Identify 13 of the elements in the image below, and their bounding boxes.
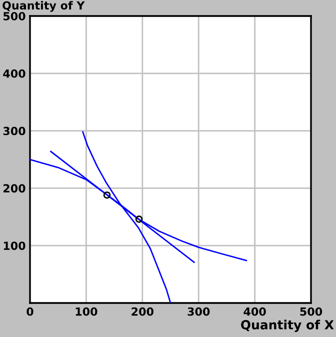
y-tick-label: 100 (4, 242, 26, 250)
y-tick-label: 400 (3, 69, 26, 78)
y-tick-label: 300 (3, 126, 26, 136)
x-tick-label: 200 (132, 307, 154, 316)
x-tick-label: 400 (244, 307, 266, 316)
x-tick-label: 300 (188, 307, 210, 316)
x-axis-title: Quantity of X (241, 320, 334, 332)
x-tick-label: 0 (26, 307, 34, 316)
y-tick-label: 500 (4, 12, 26, 20)
x-tick-label: 500 (300, 307, 322, 316)
y-tick-label: 200 (4, 184, 26, 193)
x-tick-label: 100 (76, 307, 98, 316)
y-axis-title: Quantity of Y (2, 1, 85, 12)
